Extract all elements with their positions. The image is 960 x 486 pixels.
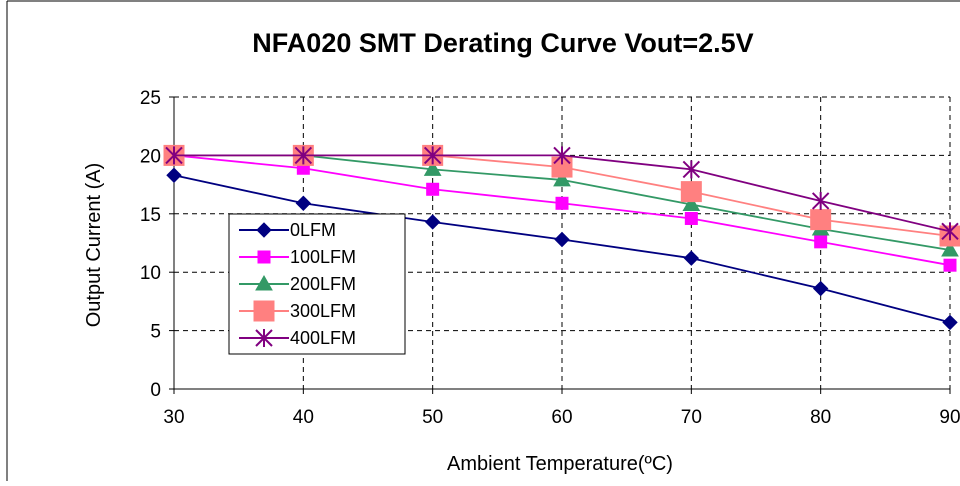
legend-marker xyxy=(256,222,272,238)
series-0LFM xyxy=(166,167,958,331)
plot-series xyxy=(163,144,960,331)
data-point xyxy=(555,196,569,210)
x-tick-label: 90 xyxy=(939,407,960,428)
legend-item: 100LFM xyxy=(239,247,356,267)
legend-item: 200LFM xyxy=(239,274,356,294)
chart-title: NFA020 SMT Derating Curve Vout=2.5V xyxy=(252,28,753,58)
x-tick-label: 30 xyxy=(163,407,184,428)
data-point xyxy=(682,160,701,179)
data-point xyxy=(423,160,442,176)
y-axis-label: Output Current (A) xyxy=(83,163,105,328)
x-tick-label: 70 xyxy=(681,407,702,428)
legend-item: 400LFM xyxy=(239,328,356,348)
data-point xyxy=(680,181,702,203)
data-point xyxy=(423,146,442,165)
data-point xyxy=(553,146,571,165)
data-point xyxy=(814,235,828,249)
data-point xyxy=(943,258,957,272)
data-point xyxy=(683,250,700,266)
data-point xyxy=(294,146,313,165)
y-tick-label: 10 xyxy=(140,263,161,284)
data-point xyxy=(295,195,312,211)
x-tick-label: 60 xyxy=(551,407,572,428)
legend-marker xyxy=(257,250,271,264)
data-point xyxy=(424,214,441,230)
legend-item: 0LFM xyxy=(239,220,336,240)
series-100LFM xyxy=(167,148,957,272)
legend-label: 400LFM xyxy=(290,328,356,348)
y-tick-label: 5 xyxy=(150,322,161,343)
x-axis-label: Ambient Temperature(ºC) xyxy=(447,453,673,475)
data-point xyxy=(684,211,698,225)
y-tick-label: 25 xyxy=(140,88,161,109)
data-point xyxy=(554,231,570,248)
data-point xyxy=(553,170,571,187)
x-tick-label: 50 xyxy=(422,407,443,428)
data-point xyxy=(426,182,440,196)
x-tick-label: 80 xyxy=(810,407,831,428)
data-point xyxy=(811,191,830,210)
series-400LFM xyxy=(165,146,959,241)
axes: 0 5 10 15 20 25 30 40 50 60 70 80 90 xyxy=(140,88,960,428)
legend-marker xyxy=(255,274,273,291)
legend-label: 200LFM xyxy=(290,274,356,294)
x-tick-label: 40 xyxy=(293,407,314,428)
data-point xyxy=(942,314,958,331)
legend: 0LFM 100LFM 200LFM 300LFM 400LFM xyxy=(228,213,406,355)
data-point xyxy=(682,195,701,211)
y-tick-label: 20 xyxy=(140,146,161,167)
data-point xyxy=(165,146,183,165)
legend-marker xyxy=(253,300,275,322)
legend-label: 0LFM xyxy=(290,220,336,240)
data-point xyxy=(812,280,829,297)
legend-label: 300LFM xyxy=(290,301,356,321)
data-point xyxy=(166,167,182,183)
legend-item: 300LFM xyxy=(239,300,356,322)
y-tick-label: 15 xyxy=(140,205,161,226)
legend-label: 100LFM xyxy=(290,247,356,267)
data-point xyxy=(941,222,959,241)
data-point xyxy=(941,241,959,257)
legend-marker xyxy=(255,329,273,347)
y-tick-label: 0 xyxy=(150,380,161,401)
data-point xyxy=(810,209,832,231)
